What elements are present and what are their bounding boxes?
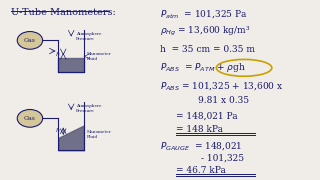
Text: Manometer
Fluid: Manometer Fluid [87,130,112,139]
Text: h: h [56,128,60,133]
Text: = 148,021 Pa: = 148,021 Pa [176,111,237,120]
Text: $P_{ABS}$  = $P_{ATM}$ + $\rho$gh: $P_{ABS}$ = $P_{ATM}$ + $\rho$gh [160,61,246,74]
Text: = 148 kPa: = 148 kPa [176,125,223,134]
Text: $\rho_{Hg}$ = 13,600 kg/m³: $\rho_{Hg}$ = 13,600 kg/m³ [160,25,250,38]
Text: Gas: Gas [24,116,36,121]
Text: h: h [56,52,60,57]
Text: Gas: Gas [24,38,36,43]
Text: 9.81 x 0.35: 9.81 x 0.35 [198,96,249,105]
Text: - 101,325: - 101,325 [201,154,244,163]
Ellipse shape [17,31,43,49]
Text: Atmosphere
Pressure: Atmosphere Pressure [76,32,101,41]
Ellipse shape [17,109,43,127]
Text: Atmosphere
Pressure: Atmosphere Pressure [76,104,101,113]
Text: $P_{atm}$  = 101,325 Pa: $P_{atm}$ = 101,325 Pa [160,8,247,20]
Text: = 46.7 kPa: = 46.7 kPa [176,166,226,175]
Text: h  = 35 cm = 0.35 m: h = 35 cm = 0.35 m [160,45,255,54]
Text: $P_{ABS}$ = 101,325 + 13,600 x: $P_{ABS}$ = 101,325 + 13,600 x [160,80,284,92]
Text: Manometer
Fluid: Manometer Fluid [87,52,112,61]
Text: U-Tube Manometers:: U-Tube Manometers: [11,8,116,17]
Text: $P_{GAUGE}$  = 148,021: $P_{GAUGE}$ = 148,021 [160,140,243,152]
